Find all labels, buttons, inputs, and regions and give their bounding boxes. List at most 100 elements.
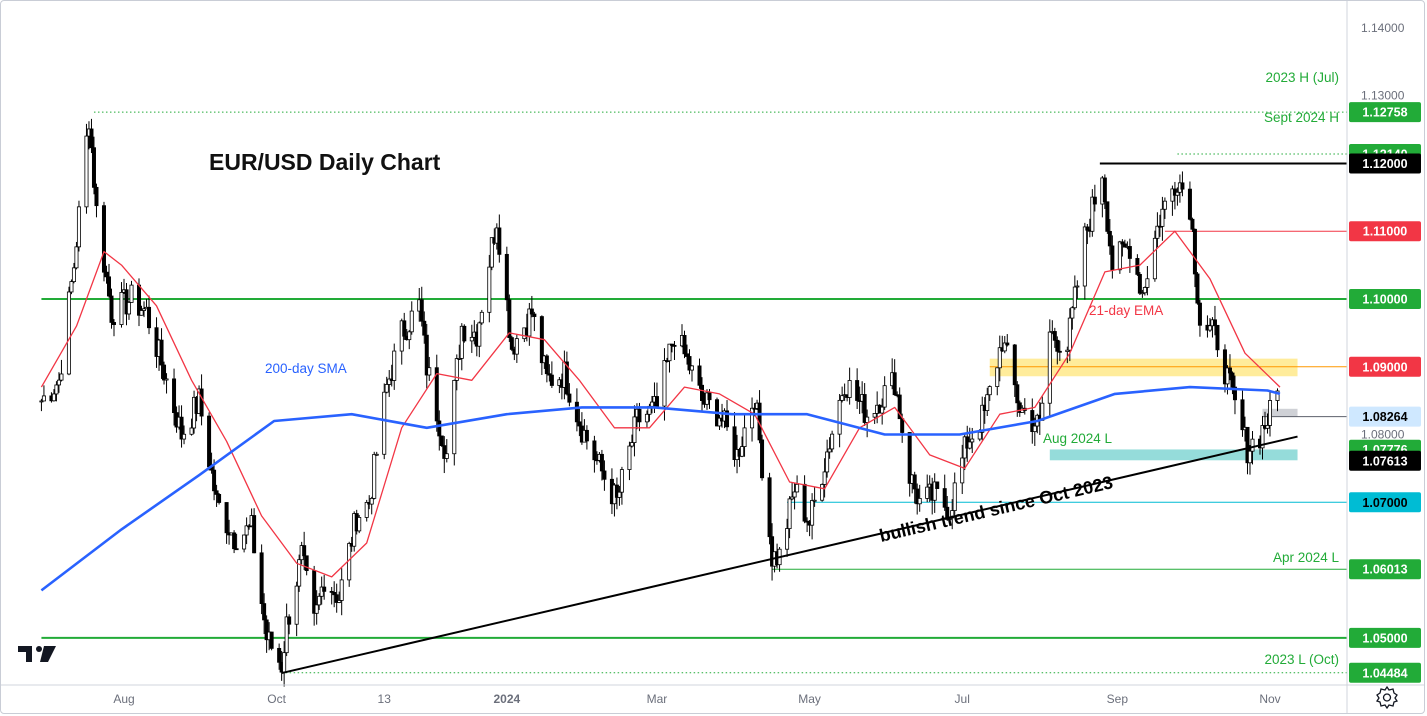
price-tag-1.07000 [1349, 492, 1421, 513]
price-tag-text: 1.05000 [1362, 631, 1407, 645]
candle-body [847, 380, 852, 398]
candle-body [855, 380, 860, 401]
candle-body [1120, 241, 1125, 245]
price-tag-text: 1.12758 [1362, 106, 1407, 120]
candle-body [314, 604, 319, 614]
candle-body [457, 357, 462, 360]
candle-body [717, 417, 722, 427]
candle-body [84, 135, 89, 208]
candle-body [840, 395, 845, 401]
candle-body [262, 603, 267, 621]
candle-body [247, 525, 252, 528]
candle-body [820, 484, 825, 501]
candle-body [51, 393, 56, 402]
candle-body [732, 426, 737, 461]
candle-body [662, 360, 667, 407]
candle-body [1250, 438, 1255, 452]
candle-body [602, 470, 607, 480]
candle-body [632, 416, 637, 443]
candle-body [164, 378, 169, 381]
price-tag-text: 1.04484 [1362, 666, 1407, 680]
candle-body [101, 205, 106, 273]
level-label-1.06013: Apr 2024 L [1273, 550, 1340, 565]
candle-body [684, 353, 689, 357]
candle-body [212, 469, 217, 492]
price-tag-1.07613 [1349, 450, 1421, 471]
levels-layer [41, 111, 1347, 674]
candle-body [1065, 349, 1070, 352]
candle-body [942, 488, 947, 508]
candle-body [1212, 319, 1217, 326]
candle-body [1102, 177, 1107, 203]
candle-body [69, 281, 74, 293]
gear-icon[interactable] [1375, 685, 1399, 709]
annotations-layer: 21-day EMA 200-day SMA 2023 H (Jul) Sept 20… [265, 70, 1339, 667]
candle-body [234, 548, 239, 551]
candle-body [1160, 208, 1165, 227]
candle-body [442, 445, 447, 459]
candle-body [1140, 292, 1145, 295]
candle-body [119, 291, 124, 325]
zone-2 [1049, 449, 1298, 461]
y-tick-label: 1.08000 [1361, 428, 1405, 442]
candle-body [424, 334, 429, 376]
candle-body [329, 590, 334, 593]
candle-body [147, 306, 152, 329]
candle-body [932, 481, 937, 501]
x-tick-label: May [798, 692, 821, 706]
candle-body [287, 616, 292, 625]
candle-body [532, 313, 537, 317]
candle-body [790, 496, 795, 500]
candle-body [970, 438, 975, 443]
price-tag-1.04484 [1349, 662, 1421, 683]
candle-body [477, 322, 482, 347]
candle-body [469, 336, 474, 342]
candle-body [509, 337, 514, 350]
candle-body [1057, 350, 1062, 353]
candle-body [242, 534, 247, 550]
candle-body [700, 384, 705, 401]
candle-body [995, 367, 1000, 387]
candle-body [1145, 278, 1150, 288]
bullish-trendline [281, 435, 1298, 675]
candle-body [967, 441, 972, 449]
candle-body [810, 500, 815, 526]
candle-body [372, 454, 377, 499]
candle-body [1268, 400, 1273, 426]
candle-body [459, 325, 464, 359]
x-tick-label: Aug [113, 692, 134, 706]
candle-body [179, 416, 184, 440]
candle-body [897, 394, 902, 420]
candle-body [827, 448, 832, 453]
candle-body [915, 488, 920, 505]
candle-body [1275, 390, 1280, 401]
price-tag-text: 1.09000 [1362, 360, 1407, 374]
candle-body [822, 471, 827, 485]
candle-body [1047, 331, 1052, 404]
candle-body [189, 427, 194, 435]
candle-body [787, 498, 792, 529]
candle-body [1015, 384, 1020, 404]
tradingview-logo-icon [18, 646, 56, 662]
candle-body [584, 429, 589, 442]
candle-body [1240, 399, 1245, 431]
candle-body [454, 358, 459, 381]
candle-body [91, 147, 96, 188]
candle-body [960, 457, 965, 484]
candle-body [252, 515, 257, 554]
candle-body [1227, 367, 1232, 374]
x-tick-label: 2024 [493, 692, 520, 706]
candle-body [1137, 273, 1142, 294]
candle-body [1072, 286, 1077, 309]
candle-body [172, 378, 177, 414]
candle-body [384, 384, 389, 393]
candle-body [687, 356, 692, 371]
candle-body [277, 647, 282, 663]
candle-body [795, 483, 800, 493]
y-tick-label: 1.14000 [1361, 21, 1405, 35]
candle-body [917, 498, 922, 505]
candle-body [1247, 450, 1252, 464]
candle-body [104, 271, 109, 278]
